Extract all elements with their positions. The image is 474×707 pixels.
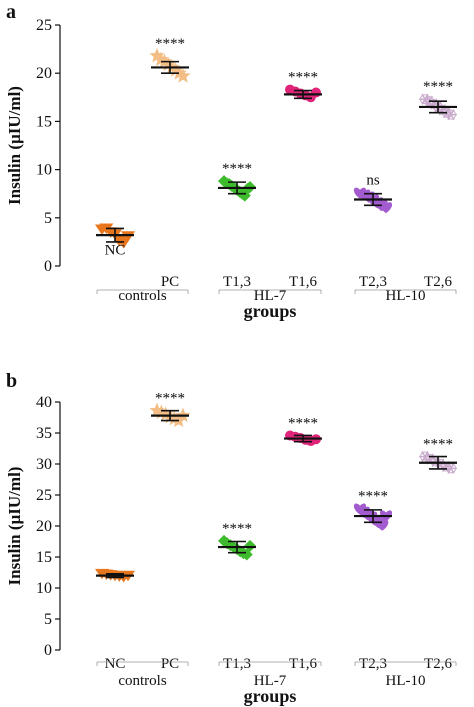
y-tick-label: 10 (36, 162, 52, 179)
series-T1,6: **** (284, 70, 322, 103)
y-axis-label: Insulin (µIU/ml) (5, 467, 24, 586)
x-axis-label: groups (244, 686, 297, 706)
snowflake-ring (420, 94, 430, 105)
category-label: T2,6 (424, 274, 452, 290)
data-point (445, 462, 457, 474)
y-tick-label: 20 (36, 65, 52, 82)
snowflake-arm (421, 451, 429, 463)
y-axis-label: Insulin (µIU/ml) (5, 86, 24, 205)
data-point (175, 68, 191, 83)
bracket-label: HL-10 (386, 673, 426, 689)
data-point (244, 539, 256, 552)
y-tick-label: 15 (36, 549, 52, 566)
category-label: T1,6 (289, 656, 317, 672)
data-point (419, 451, 431, 463)
series-T2,6: **** (419, 79, 457, 121)
panel-letter: a (6, 1, 16, 23)
data-point (311, 87, 321, 98)
series-T1,6: **** (284, 415, 322, 447)
group-bracket: controls (96, 288, 189, 304)
y-tick-label: 0 (44, 642, 52, 659)
category-label: NC (105, 242, 126, 258)
data-point (167, 62, 184, 77)
category-label: T1,3 (223, 274, 251, 290)
significance-label: **** (222, 161, 252, 177)
snowflake-arm (447, 462, 455, 474)
data-point (149, 47, 165, 63)
panel-b: b 0 5 10 15 20 25 30 35 40 Insulin (µIU/ml) NC **** P… (5, 370, 457, 706)
significance-label: **** (288, 415, 318, 431)
significance-label: **** (222, 521, 252, 537)
y-tick-label: 5 (44, 210, 52, 227)
y-tick-label: 40 (36, 394, 52, 411)
category-label: PC (161, 656, 179, 672)
y-tick-label: 25 (36, 487, 52, 504)
y-tick-label: 0 (44, 258, 52, 275)
y-tick-label: 5 (44, 611, 52, 628)
group-bracket: HL-10 (354, 661, 457, 689)
series-T2,6: **** (419, 437, 457, 474)
snowflake-ring (446, 109, 456, 120)
series-PC: **** (149, 36, 191, 83)
group-bracket: HL-7 (218, 661, 322, 689)
y-tick-label: 35 (36, 425, 52, 442)
significance-label: **** (358, 489, 388, 505)
y-tick-label: 30 (36, 456, 52, 473)
data-point (445, 109, 457, 121)
data-point (158, 406, 174, 421)
bracket-label: controls (118, 673, 166, 689)
category-label: T2,3 (359, 656, 387, 672)
significance-label: **** (155, 391, 185, 407)
y-tick-label: 25 (36, 17, 52, 34)
panel-letter: b (6, 370, 17, 392)
significance-label: **** (155, 36, 185, 52)
bracket-label: HL-10 (386, 288, 426, 304)
data-point (171, 65, 187, 80)
category-label: T1,3 (223, 656, 251, 672)
group-bracket: HL-7 (218, 288, 322, 304)
x-axis-label: groups (244, 301, 297, 321)
category-label: PC (161, 274, 179, 290)
significance-label: **** (423, 79, 453, 95)
panel-a: a 0 5 10 15 20 25 Insulin (µIU/ml) NC **** PC **** T… (5, 1, 457, 321)
bracket-label: HL-7 (254, 673, 287, 689)
data-point (116, 237, 131, 249)
y-tick-label: 10 (36, 580, 52, 597)
y-tick-label: 20 (36, 518, 52, 535)
category-label: T1,6 (289, 274, 317, 290)
snowflake-arm (447, 109, 455, 121)
series-NC (95, 568, 135, 583)
bracket-label: controls (118, 288, 166, 304)
category-label: NC (105, 656, 126, 672)
significance-label: **** (288, 70, 318, 86)
significance-label: **** (423, 437, 453, 453)
significance-label: ns (366, 173, 380, 189)
category-label: T2,6 (424, 656, 452, 672)
series-T2,3: **** (353, 489, 393, 531)
series-NC (95, 223, 135, 249)
series-PC: **** (149, 391, 191, 428)
category-label: T2,3 (359, 274, 387, 290)
data-point (160, 56, 176, 71)
series-T1,3: **** (218, 521, 256, 561)
data-point (379, 202, 393, 214)
y-tick-label: 15 (36, 113, 52, 130)
series-T2,3: ns (353, 173, 393, 214)
group-bracket: HL-10 (354, 288, 457, 304)
series-T1,3: **** (218, 161, 256, 202)
data-point (121, 231, 135, 242)
group-bracket: controls (96, 661, 189, 689)
bracket-label: HL-7 (254, 288, 287, 304)
